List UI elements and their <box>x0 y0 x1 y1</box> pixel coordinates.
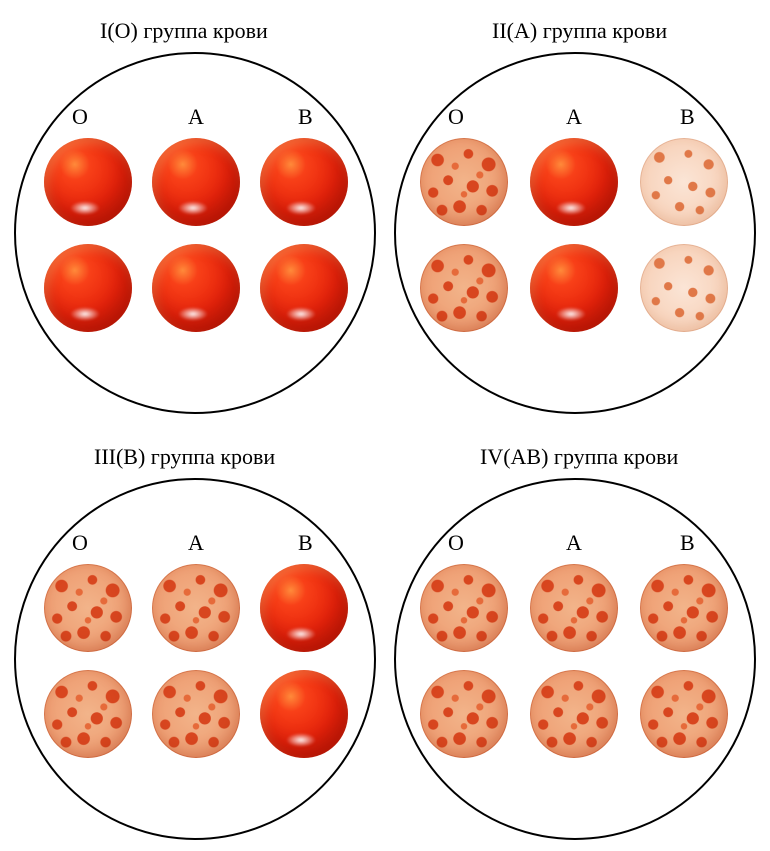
col-label-III-B: B <box>298 530 313 556</box>
blood-typing-diagram: I(O) группа крови O A B II(A) группа кро… <box>0 0 770 851</box>
col-label-I-B: B <box>298 104 313 130</box>
col-label-I-O: O <box>72 104 88 130</box>
drop-II-A-r0 <box>530 138 618 226</box>
col-label-IV-A: A <box>566 530 582 556</box>
drop-I-B-r1 <box>260 244 348 332</box>
col-label-IV-O: O <box>448 530 464 556</box>
drop-I-A-r1 <box>152 244 240 332</box>
drop-III-B-r0 <box>260 564 348 652</box>
drop-IV-A-r0 <box>530 564 618 652</box>
drop-IV-B-r0 <box>640 564 728 652</box>
drop-III-B-r1 <box>260 670 348 758</box>
drop-II-B-r0 <box>640 138 728 226</box>
drop-III-O-r1 <box>44 670 132 758</box>
drop-IV-O-r1 <box>420 670 508 758</box>
drop-IV-B-r1 <box>640 670 728 758</box>
drop-I-B-r0 <box>260 138 348 226</box>
drop-IV-O-r0 <box>420 564 508 652</box>
panel-title-II: II(A) группа крови <box>492 18 667 44</box>
col-label-IV-B: B <box>680 530 695 556</box>
drop-III-O-r0 <box>44 564 132 652</box>
panel-title-IV: IV(AB) группа крови <box>480 444 678 470</box>
col-label-III-O: O <box>72 530 88 556</box>
col-label-II-O: O <box>448 104 464 130</box>
drop-II-B-r1 <box>640 244 728 332</box>
drop-I-O-r0 <box>44 138 132 226</box>
col-label-III-A: A <box>188 530 204 556</box>
drop-II-A-r1 <box>530 244 618 332</box>
panel-title-III: III(B) группа крови <box>94 444 275 470</box>
col-label-II-B: B <box>680 104 695 130</box>
drop-II-O-r1 <box>420 244 508 332</box>
drop-I-O-r1 <box>44 244 132 332</box>
col-label-II-A: A <box>566 104 582 130</box>
col-label-I-A: A <box>188 104 204 130</box>
panel-title-I: I(O) группа крови <box>100 18 268 44</box>
drop-I-A-r0 <box>152 138 240 226</box>
drop-III-A-r0 <box>152 564 240 652</box>
drop-II-O-r0 <box>420 138 508 226</box>
drop-IV-A-r1 <box>530 670 618 758</box>
drop-III-A-r1 <box>152 670 240 758</box>
